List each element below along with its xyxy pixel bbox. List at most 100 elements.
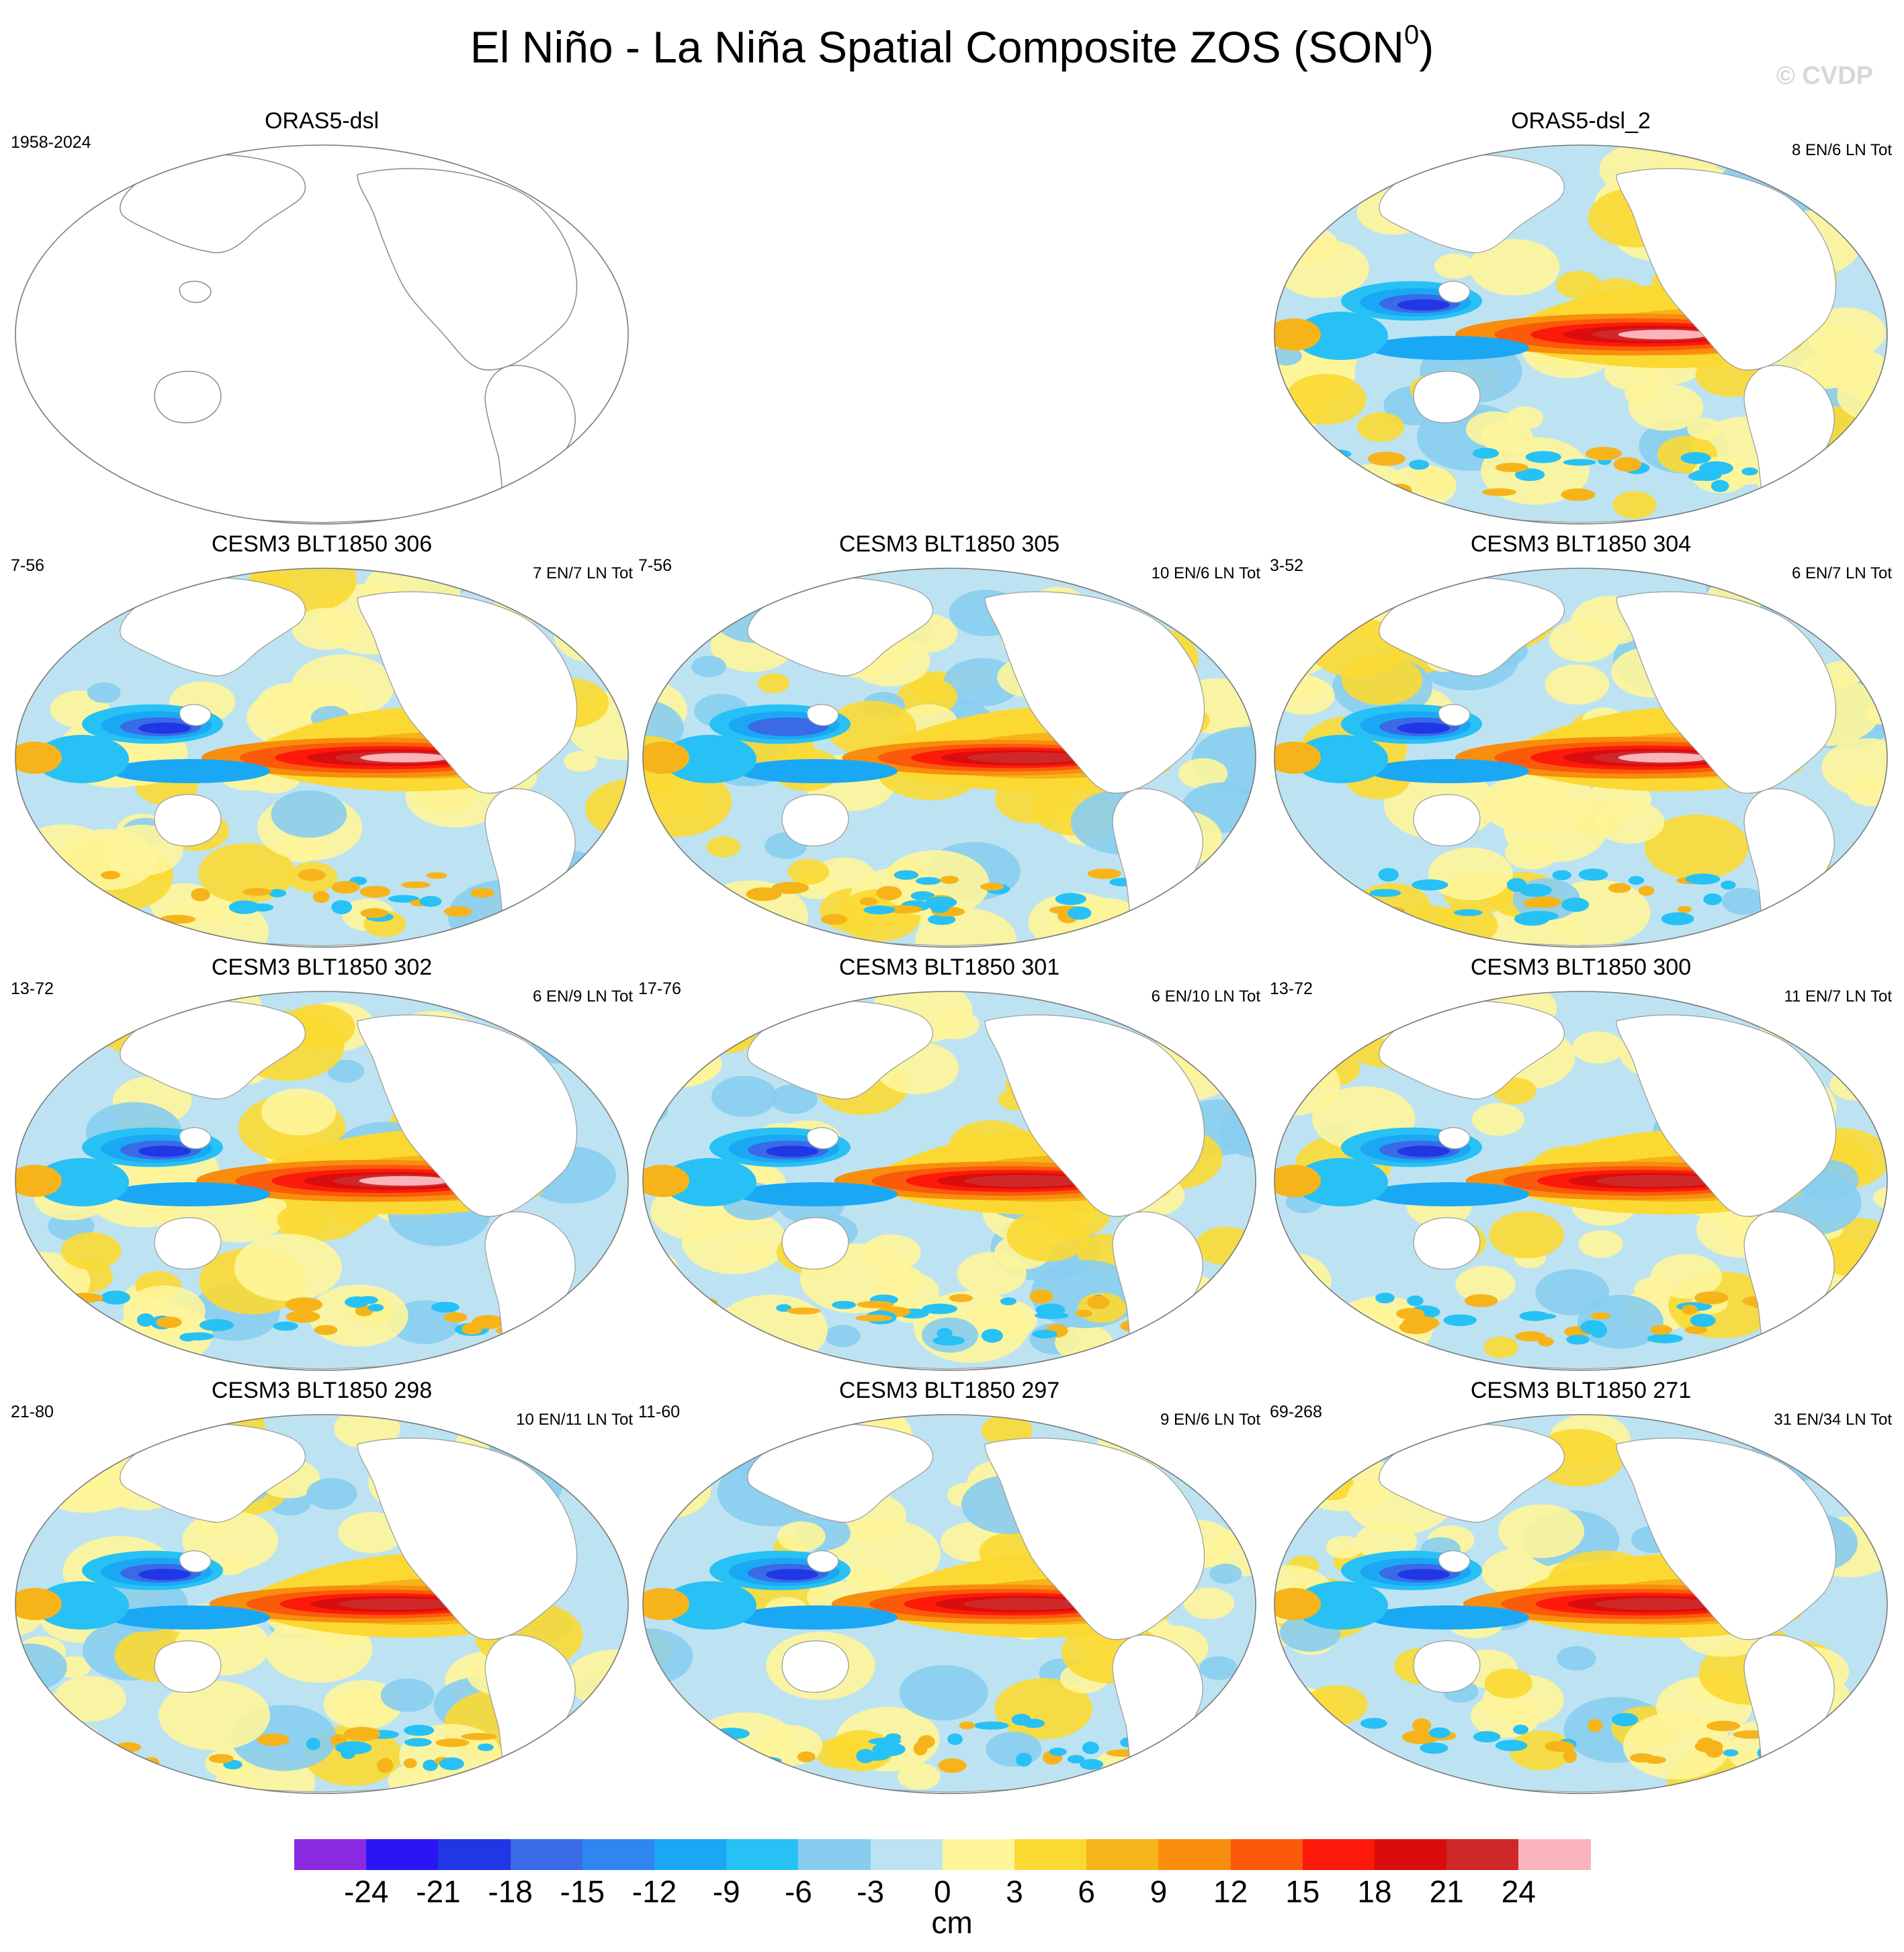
southern-ocean-eddy [312, 891, 330, 903]
southern-ocean-eddy [1420, 1742, 1448, 1754]
anomaly-patch [261, 1088, 337, 1136]
southern-ocean-eddy [1590, 1312, 1611, 1320]
anomaly-patch [1557, 1646, 1596, 1671]
southern-ocean-eddy [345, 1296, 370, 1308]
land-south-america [484, 788, 576, 947]
robinson-map [642, 1414, 1256, 1794]
anomaly-patch [1628, 384, 1704, 431]
land-maritime [179, 1550, 212, 1572]
anomaly-patch [897, 677, 958, 716]
indian-ocean-anomaly [662, 1581, 756, 1630]
southern-ocean-eddy [443, 906, 472, 917]
anomaly-patch [1484, 1668, 1533, 1699]
southern-ocean-eddy [947, 1733, 963, 1745]
southern-ocean-eddy [1312, 451, 1344, 464]
southern-ocean-eddy [1661, 912, 1694, 926]
figure-title-text: El Niño - La Niña Spatial Composite ZOS … [470, 22, 1404, 72]
map-boundary [1274, 568, 1888, 948]
colorbar-swatch [438, 1839, 511, 1870]
southern-ocean-eddy [98, 1756, 126, 1769]
anomaly-patch [380, 1678, 435, 1712]
land-south-america [1743, 1634, 1835, 1793]
southern-ocean-eddy [1525, 451, 1561, 463]
anomaly-patch [1803, 900, 1887, 947]
anomaly-patch [1223, 609, 1256, 647]
land-maritime [179, 704, 212, 726]
anomaly-patch [15, 873, 56, 932]
anomaly-patch [787, 858, 830, 885]
colorbar-swatch [1518, 1839, 1592, 1870]
southern-ocean-eddy [331, 900, 352, 914]
anomaly-patch [1595, 800, 1665, 844]
southern-ocean-eddy [1680, 451, 1711, 464]
anomaly-patch [715, 1294, 828, 1365]
southern-ocean-eddy [548, 901, 568, 909]
southern-ocean-eddy [959, 1721, 976, 1730]
panel-event-counts: 6 EN/7 LN Tot [1792, 564, 1892, 582]
southern-ocean-eddy [693, 881, 709, 891]
southern-ocean-eddy [1519, 1313, 1557, 1320]
anomaly-patch [899, 1665, 988, 1721]
southern-ocean-eddy [73, 1327, 89, 1342]
la-nina-cold-pool [1368, 1182, 1529, 1206]
southern-ocean-eddy [1307, 872, 1336, 881]
anomaly-patch [1650, 1253, 1722, 1299]
indian-ocean-anomaly [15, 1165, 62, 1197]
la-nina-cold-pool [1397, 299, 1450, 311]
la-nina-cold-pool [1397, 1145, 1450, 1157]
anomaly-patch [1489, 1211, 1564, 1259]
southern-ocean-eddy [1429, 1727, 1451, 1738]
southern-ocean-eddy [1538, 1337, 1554, 1347]
anomaly-patch [15, 1707, 62, 1750]
map-panel-m306: CESM3 BLT1850 306 7-56 7 EN/7 LN Tot [8, 531, 636, 957]
anomaly-patch [657, 1043, 722, 1084]
southern-ocean-eddy [740, 903, 756, 913]
southern-ocean-eddy [1563, 1748, 1577, 1763]
anomaly-patch [198, 843, 295, 903]
anomaly-patch [1483, 1336, 1518, 1358]
southern-ocean-eddy [1796, 470, 1819, 478]
land-south-america [1112, 1634, 1203, 1793]
southern-ocean-eddy [933, 1335, 965, 1346]
southern-ocean-eddy [949, 1294, 973, 1302]
anomaly-patch [61, 1232, 122, 1270]
anomaly-patch [664, 1439, 728, 1479]
colorbar-tick-label: 0 [934, 1874, 951, 1909]
southern-ocean-eddy [981, 1329, 1003, 1343]
map-boundary [1274, 1414, 1888, 1794]
colorbar-swatch [798, 1839, 871, 1870]
southern-ocean-eddy [1677, 905, 1692, 914]
map-boundary [15, 144, 629, 525]
anomaly-patch [1283, 848, 1316, 869]
anomaly-patch [277, 1204, 327, 1235]
anomaly-patch [1277, 1309, 1334, 1345]
southern-ocean-eddy [331, 881, 360, 894]
southern-ocean-eddy [306, 1738, 320, 1750]
southern-ocean-eddy [1705, 1744, 1723, 1758]
southern-ocean-eddy [1000, 1297, 1017, 1306]
colorbar-tick-label: -12 [632, 1874, 677, 1909]
southern-ocean-eddy [1322, 1321, 1344, 1333]
colorbar-swatch [1230, 1839, 1303, 1870]
indian-ocean-anomaly [15, 742, 62, 774]
anomaly-patch [673, 1732, 707, 1753]
land-maritime [1438, 704, 1471, 726]
southern-ocean-eddy [156, 1317, 182, 1329]
anomaly-patch [1571, 1031, 1624, 1064]
southern-ocean-eddy [286, 1311, 320, 1323]
indian-ocean-anomaly [1294, 312, 1388, 360]
land-asia [1379, 1423, 1565, 1523]
colorbar-swatch [510, 1839, 583, 1870]
la-nina-cold-pool [766, 1568, 818, 1581]
colorbar-swatch [870, 1839, 943, 1870]
southern-ocean-eddy [940, 875, 959, 884]
robinson-map [1274, 991, 1888, 1371]
southern-ocean-eddy [101, 871, 121, 880]
southern-ocean-eddy [1590, 1323, 1608, 1338]
el-nino-warm-tongue [967, 752, 1083, 764]
southern-ocean-eddy [1189, 881, 1203, 895]
panel-event-counts: 8 EN/6 LN Tot [1792, 141, 1892, 159]
southern-ocean-eddy [298, 869, 326, 881]
anomaly-patch [1796, 1732, 1876, 1783]
panel-years: 13-72 [1270, 979, 1313, 998]
